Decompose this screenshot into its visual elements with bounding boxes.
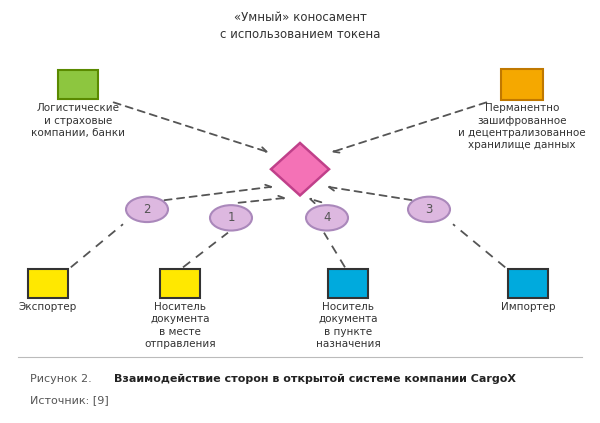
Polygon shape [271,143,329,195]
Text: 3: 3 [425,203,433,216]
Text: Взаимодействие сторон в открытой системе компании CargoX: Взаимодействие сторон в открытой системе… [114,374,516,385]
Text: 2: 2 [143,203,151,216]
Text: Носитель
документа
в пункте
назначения: Носитель документа в пункте назначения [316,302,380,349]
Bar [328,269,368,298]
Text: Рисунок 2.: Рисунок 2. [30,374,95,385]
Bar [500,69,544,100]
Bar [58,70,98,99]
Text: Экспортер: Экспортер [19,302,77,312]
Bar [28,269,68,298]
Bar [160,269,200,298]
Text: Источник: [9]: Источник: [9] [30,395,109,405]
Text: Носитель
документа
в месте
отправления: Носитель документа в месте отправления [144,302,216,349]
Ellipse shape [126,197,168,222]
Ellipse shape [306,205,348,231]
Text: Логистические
и страховые
компании, банки: Логистические и страховые компании, банк… [31,103,125,138]
Ellipse shape [210,205,252,231]
Text: 1: 1 [227,212,235,224]
Text: 4: 4 [323,212,331,224]
Text: «Умный» коносамент
с использованием токена: «Умный» коносамент с использованием токе… [220,11,380,41]
Bar [508,269,548,298]
Ellipse shape [408,197,450,222]
Text: Импортер: Импортер [501,302,555,312]
Text: Перманентно
зашифрованное
и децентрализованное
хранилище данных: Перманентно зашифрованное и децентрализо… [458,103,586,151]
